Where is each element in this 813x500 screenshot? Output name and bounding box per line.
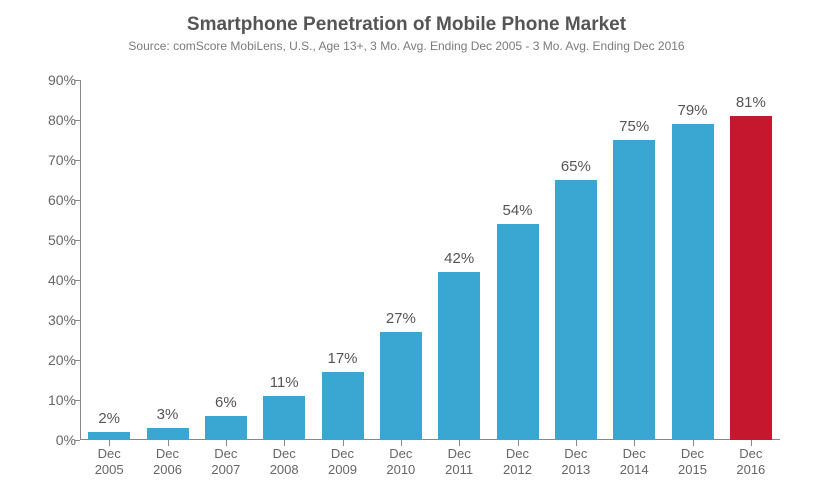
x-tick-mark: [109, 440, 110, 446]
y-tick-mark: [74, 360, 80, 361]
x-tick-mark: [459, 440, 460, 446]
y-tick-mark: [74, 400, 80, 401]
bar: 65%: [555, 180, 597, 440]
bar: 17%: [322, 372, 364, 440]
x-tick-mark: [576, 440, 577, 446]
bars-layer: 2% 3% 6% 11% 17% 27% 42% 54% 65% 75% 79% 81%: [80, 80, 780, 440]
bar-value-label: 79%: [672, 102, 714, 119]
bar: 11%: [263, 396, 305, 440]
bar: 79%: [672, 124, 714, 440]
bar-value-label: 17%: [322, 350, 364, 367]
y-tick-label: 10%: [32, 392, 76, 408]
plot-area: 0%10%20%30%40%50%60%70%80%90% 2%3%6%11%1…: [80, 80, 780, 440]
x-tick-label: Dec2011: [430, 446, 488, 479]
chart-title: Smartphone Penetration of Mobile Phone M…: [0, 14, 813, 37]
y-tick-mark: [74, 320, 80, 321]
y-tick-mark: [74, 200, 80, 201]
bar-value-label: 11%: [263, 374, 305, 391]
x-tick-mark: [343, 440, 344, 446]
y-tick-label: 0%: [32, 432, 76, 448]
x-tick-label: Dec2014: [605, 446, 663, 479]
y-tick-label: 50%: [32, 232, 76, 248]
bar-value-label: 2%: [88, 410, 130, 427]
bar: 42%: [438, 272, 480, 440]
x-tick-label: Dec2013: [547, 446, 605, 479]
bar-value-label: 6%: [205, 394, 247, 411]
bar-value-label: 65%: [555, 158, 597, 175]
x-tick-label: Dec2016: [722, 446, 780, 479]
bar: 27%: [380, 332, 422, 440]
y-tick-label: 30%: [32, 312, 76, 328]
x-tick-label: Dec2007: [197, 446, 255, 479]
x-tick-mark: [284, 440, 285, 446]
y-tick-label: 60%: [32, 192, 76, 208]
y-tick-mark: [74, 120, 80, 121]
x-tick-label: Dec2005: [80, 446, 138, 479]
y-tick-mark: [74, 240, 80, 241]
y-axis: 0%10%20%30%40%50%60%70%80%90%: [32, 80, 76, 440]
y-tick-label: 70%: [32, 152, 76, 168]
y-tick-label: 80%: [32, 112, 76, 128]
bar: 2%: [88, 432, 130, 440]
bar: 6%: [205, 416, 247, 440]
x-axis: Dec2005Dec2006Dec2007Dec2008Dec2009Dec20…: [80, 440, 780, 490]
x-tick-mark: [751, 440, 752, 446]
y-tick-mark: [74, 280, 80, 281]
bar-value-label: 81%: [730, 94, 772, 111]
x-tick-label: Dec2009: [313, 446, 371, 479]
y-tick-label: 40%: [32, 272, 76, 288]
x-tick-label: Dec2008: [255, 446, 313, 479]
bar: 54%: [497, 224, 539, 440]
x-tick-label: Dec2015: [663, 446, 721, 479]
bar: 3%: [147, 428, 189, 440]
y-tick-label: 90%: [32, 72, 76, 88]
bar-value-label: 3%: [147, 406, 189, 423]
x-tick-mark: [634, 440, 635, 446]
x-tick-label: Dec2010: [372, 446, 430, 479]
y-tick-label: 20%: [32, 352, 76, 368]
chart-container: Smartphone Penetration of Mobile Phone M…: [0, 0, 813, 500]
x-tick-mark: [693, 440, 694, 446]
x-tick-label: Dec2006: [138, 446, 196, 479]
x-tick-label: Dec2012: [488, 446, 546, 479]
chart-subtitle: Source: comScore MobiLens, U.S., Age 13+…: [0, 39, 813, 53]
bar-value-label: 42%: [438, 250, 480, 267]
x-tick-mark: [401, 440, 402, 446]
y-tick-mark: [74, 160, 80, 161]
x-tick-mark: [518, 440, 519, 446]
bar-value-label: 54%: [497, 202, 539, 219]
chart-header: Smartphone Penetration of Mobile Phone M…: [0, 0, 813, 53]
bar-value-label: 27%: [380, 310, 422, 327]
bar-value-label: 75%: [613, 118, 655, 135]
bar: 81%: [730, 116, 772, 440]
y-tick-mark: [74, 440, 80, 441]
y-tick-mark: [74, 80, 80, 81]
x-tick-mark: [168, 440, 169, 446]
x-tick-mark: [226, 440, 227, 446]
bar: 75%: [613, 140, 655, 440]
